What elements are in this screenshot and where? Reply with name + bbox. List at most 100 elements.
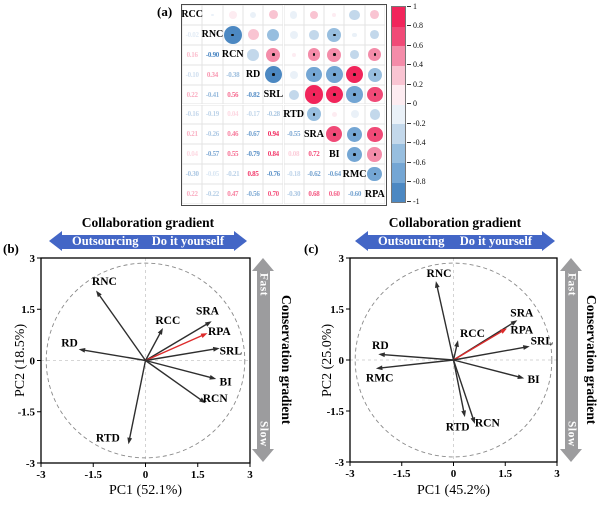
correlation-circle-glyph (327, 47, 342, 62)
colorbar-tick-label: -0.2 (413, 118, 426, 128)
pca-label-RCN: RCN (475, 418, 501, 430)
pca-arrow-RTD (128, 360, 147, 441)
arrow-right-head-icon (542, 231, 555, 251)
corr-value-RPA-RMC: -0.60 (344, 184, 364, 204)
corr-circle-RD-BI (324, 65, 344, 85)
correlation-circle-glyph (332, 13, 337, 17)
significance-dot-icon (272, 73, 275, 76)
pca-arrowhead-SRA (510, 320, 518, 326)
corr-value-SRA-SRL: 0.94 (263, 124, 283, 144)
correlation-circle-glyph (331, 111, 337, 118)
y-tick-label: -1.5 (18, 407, 36, 419)
corr-var-SRL: SRL (263, 85, 283, 105)
correlation-circle-glyph (350, 50, 359, 60)
correlation-circle-glyph (228, 11, 237, 19)
pca-arrowhead-RCN (470, 416, 476, 424)
corr-circle-RCN-BI (324, 45, 344, 65)
corr-circle-SRA-RPA (365, 124, 385, 144)
arrow-body (61, 234, 235, 249)
significance-dot-icon (332, 93, 336, 96)
pca-arrowhead-RD (378, 352, 385, 358)
pca-label-BI: BI (527, 374, 540, 386)
corr-value-BI-SRL: 0.84 (263, 144, 283, 164)
pca-arrow-RTD (452, 359, 465, 414)
pca-arrow-RPA (145, 334, 205, 362)
corr-circle-BI-RMC (344, 144, 364, 164)
arrow-down-head-icon (252, 449, 274, 462)
corr-value-SRA-RD: -0.67 (243, 124, 263, 144)
correlation-circle-glyph (309, 29, 319, 40)
y-tick-label: 0 (339, 355, 345, 367)
significance-dot-icon (353, 133, 356, 136)
corr-value-BI-RNC: -0.57 (202, 144, 222, 164)
corr-circle-RD-RPA (365, 65, 385, 85)
correlation-circle-glyph (264, 66, 282, 84)
x-tick-label: 1.5 (191, 469, 205, 481)
y-tick-label: -3 (335, 457, 345, 469)
correlation-circle-glyph (211, 13, 214, 17)
correlation-circle-glyph (352, 32, 357, 37)
x-tick-label: -1.5 (393, 468, 411, 480)
pca-arrow-SRL (453, 346, 526, 361)
colorbar-tick-label: 1 (413, 1, 417, 11)
pca-arrow-RCN (145, 359, 203, 402)
colorbar-tick-label: 0.4 (413, 60, 423, 69)
pca-arrow-RD (82, 349, 146, 362)
corr-circle-RCC-RPA (365, 5, 385, 25)
corr-circle-RNC-RTD (284, 25, 304, 45)
corr-value-RMC-RNC: -0.05 (202, 164, 222, 184)
pca-arrowhead-SRA (204, 321, 212, 327)
colorbar-tick (407, 181, 411, 182)
pca-label-RCN: RCN (203, 393, 229, 405)
corr-value-RD-RCN: -0.38 (223, 65, 243, 85)
x-tick-label: 0 (451, 468, 457, 480)
pca-label-RNC: RNC (92, 276, 117, 288)
corr-circle-RTD-RPA (365, 105, 385, 125)
arrow-body (367, 234, 543, 249)
corr-value-BI-RCN: 0.55 (223, 144, 243, 164)
corr-circle-RCN-SRL (263, 45, 283, 65)
pca-label-RCC: RCC (155, 315, 180, 327)
significance-dot-icon (312, 53, 316, 57)
corr-value-SRA-RCC: 0.21 (182, 124, 202, 144)
correlation-circle-glyph (370, 10, 380, 20)
significance-dot-icon (332, 133, 336, 136)
pca-arrow-RNC (97, 293, 147, 361)
outsourcing-label-c: Outsourcing (378, 233, 445, 248)
panel-a-label: (a) (157, 4, 173, 19)
corr-value-RTD-RD: -0.17 (243, 105, 263, 125)
correlation-circle-glyph (250, 11, 257, 18)
pca-label-RD: RD (61, 338, 78, 350)
significance-dot-icon (272, 53, 275, 57)
corr-value-RCN-RNC: -0.90 (202, 45, 222, 65)
corr-value-SRL-RD: -0.82 (243, 85, 263, 105)
corr-circle-SRA-BI (324, 124, 344, 144)
correlation-circle-glyph (346, 146, 363, 162)
corr-circle-RNC-RD (243, 25, 263, 45)
corr-circle-RTD-SRA (304, 105, 324, 125)
significance-dot-icon (373, 172, 377, 176)
correlation-circle-glyph (289, 30, 298, 39)
pca-arrow-RMC (379, 359, 454, 369)
corr-value-RMC-RD: 0.85 (243, 164, 263, 184)
pca-label-SRL: SRL (531, 335, 554, 347)
corr-value-BI-RD: -0.79 (243, 144, 263, 164)
correlation-circle-glyph (367, 67, 382, 82)
pca-label-RMC: RMC (366, 373, 393, 385)
pca-arrow-SRL (145, 348, 216, 362)
pca-arrowhead-BI (517, 374, 525, 380)
correlation-circle-glyph (247, 48, 259, 61)
arrow-up-head-icon (252, 258, 274, 271)
x-tick-label: 3 (554, 468, 560, 480)
pca-label-RD: RD (372, 340, 389, 352)
corr-value-RPA-BI: 0.60 (324, 184, 344, 204)
significance-dot-icon (373, 152, 377, 156)
corr-value-RMC-BI: -0.64 (324, 164, 344, 184)
collaboration-gradient-arrow-b: Outsourcing Do it yourself (49, 231, 247, 252)
pca-label-SRL: SRL (220, 345, 243, 357)
corr-value-SRA-RTD: -0.55 (284, 124, 304, 144)
correlation-circle (45, 262, 246, 459)
corr-circle-RCC-SRA (304, 5, 324, 25)
pca-arrowhead-RTD (461, 410, 466, 418)
